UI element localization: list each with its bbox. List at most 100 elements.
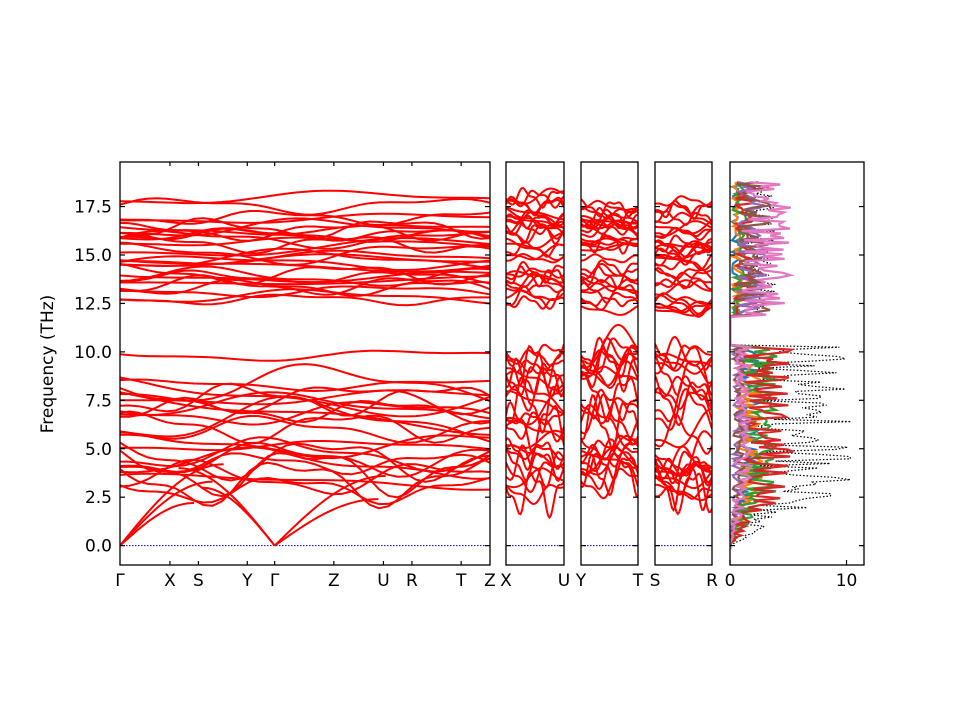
band-line xyxy=(581,347,638,394)
y-tick-label: 17.5 xyxy=(74,198,112,218)
band-line xyxy=(506,412,564,426)
band-line xyxy=(581,453,638,499)
band-line xyxy=(120,441,490,483)
band-line xyxy=(120,265,490,287)
band-line xyxy=(506,471,564,520)
band-line xyxy=(120,363,490,402)
band-line xyxy=(655,430,712,477)
band-line xyxy=(506,267,564,279)
band-line xyxy=(120,410,490,445)
band-line xyxy=(581,206,638,220)
band-line xyxy=(120,236,490,257)
band-line xyxy=(581,388,638,446)
band-line xyxy=(581,236,638,246)
band-line xyxy=(120,378,490,393)
band-line xyxy=(506,437,564,472)
high-symmetry-label: Γ xyxy=(115,571,125,591)
band-line xyxy=(655,220,712,238)
band-line xyxy=(120,436,490,473)
high-symmetry-label: X xyxy=(500,571,512,591)
high-symmetry-label: Γ xyxy=(270,571,280,591)
band-line xyxy=(655,462,712,477)
band-line xyxy=(120,476,490,506)
dos-curve xyxy=(730,181,795,550)
band-line xyxy=(120,197,490,216)
band-line xyxy=(120,396,490,425)
band-line xyxy=(506,349,564,367)
band-line xyxy=(581,281,638,304)
band-line xyxy=(120,440,490,452)
band-line xyxy=(506,240,564,258)
band-line xyxy=(120,285,490,299)
band-lines xyxy=(655,195,712,547)
panel-frame xyxy=(654,161,713,566)
band-line xyxy=(581,265,638,290)
band-line xyxy=(655,388,712,431)
band-line xyxy=(655,211,712,226)
band-line xyxy=(655,219,712,235)
band-line xyxy=(581,438,638,474)
band-line xyxy=(655,375,712,427)
band-line xyxy=(581,453,638,470)
band-line xyxy=(120,227,490,243)
band-line xyxy=(655,226,712,241)
dos-panel: 0 10 xyxy=(725,161,865,591)
band-line xyxy=(655,352,712,375)
band-line xyxy=(120,230,490,250)
band-line xyxy=(506,198,564,215)
dos-x-tick-label: 0 xyxy=(725,571,736,591)
band-line xyxy=(506,461,564,494)
band-line xyxy=(506,207,564,230)
band-line xyxy=(506,252,564,264)
band-line xyxy=(120,189,490,205)
band-line xyxy=(581,263,638,285)
high-symmetry-label: T xyxy=(455,571,467,591)
y-axis-label: Frequency (THz) xyxy=(38,295,58,434)
band-line xyxy=(120,241,490,266)
band-lines xyxy=(581,198,638,547)
band-line xyxy=(506,411,564,443)
band-line xyxy=(506,357,564,398)
high-symmetry-label: R xyxy=(706,571,718,591)
dos-frame xyxy=(729,161,865,566)
band-line xyxy=(581,394,638,452)
high-symmetry-label: Y xyxy=(575,571,587,591)
high-symmetry-label: Z xyxy=(484,571,496,591)
band-line xyxy=(506,223,564,244)
band-line xyxy=(655,459,712,513)
band-line xyxy=(120,234,490,255)
high-symmetry-label: R xyxy=(406,571,418,591)
band-line xyxy=(581,371,638,423)
band-line xyxy=(506,270,564,284)
band-line xyxy=(120,457,490,510)
band-line xyxy=(506,283,564,294)
acoustic-branch xyxy=(200,486,276,547)
y-tick-label: 15.0 xyxy=(74,246,112,266)
band-line xyxy=(655,202,712,215)
band-line xyxy=(506,289,564,302)
band-line xyxy=(581,198,638,218)
acoustic-branch xyxy=(120,502,195,547)
band-line xyxy=(120,293,490,307)
band-line xyxy=(655,302,712,314)
band-line xyxy=(655,249,712,271)
dos-curve xyxy=(730,182,852,550)
high-symmetry-label: S xyxy=(650,571,661,591)
high-symmetry-label: X xyxy=(164,571,176,591)
acoustic-branch xyxy=(273,474,386,547)
band-line xyxy=(120,452,490,476)
panel-frame xyxy=(505,161,565,566)
y-tick-labels: 0.0 2.5 5.0 7.5 10.0 12.5 15.0 17.5 xyxy=(74,198,112,557)
band-line xyxy=(655,195,712,209)
band-line xyxy=(655,408,712,449)
band-line xyxy=(581,253,638,264)
acoustic-branch xyxy=(120,480,213,547)
high-symmetry-label: U xyxy=(558,571,570,591)
y-tick-label: 2.5 xyxy=(85,488,112,508)
y-tick-label: 12.5 xyxy=(74,294,112,314)
band-line xyxy=(655,279,712,296)
